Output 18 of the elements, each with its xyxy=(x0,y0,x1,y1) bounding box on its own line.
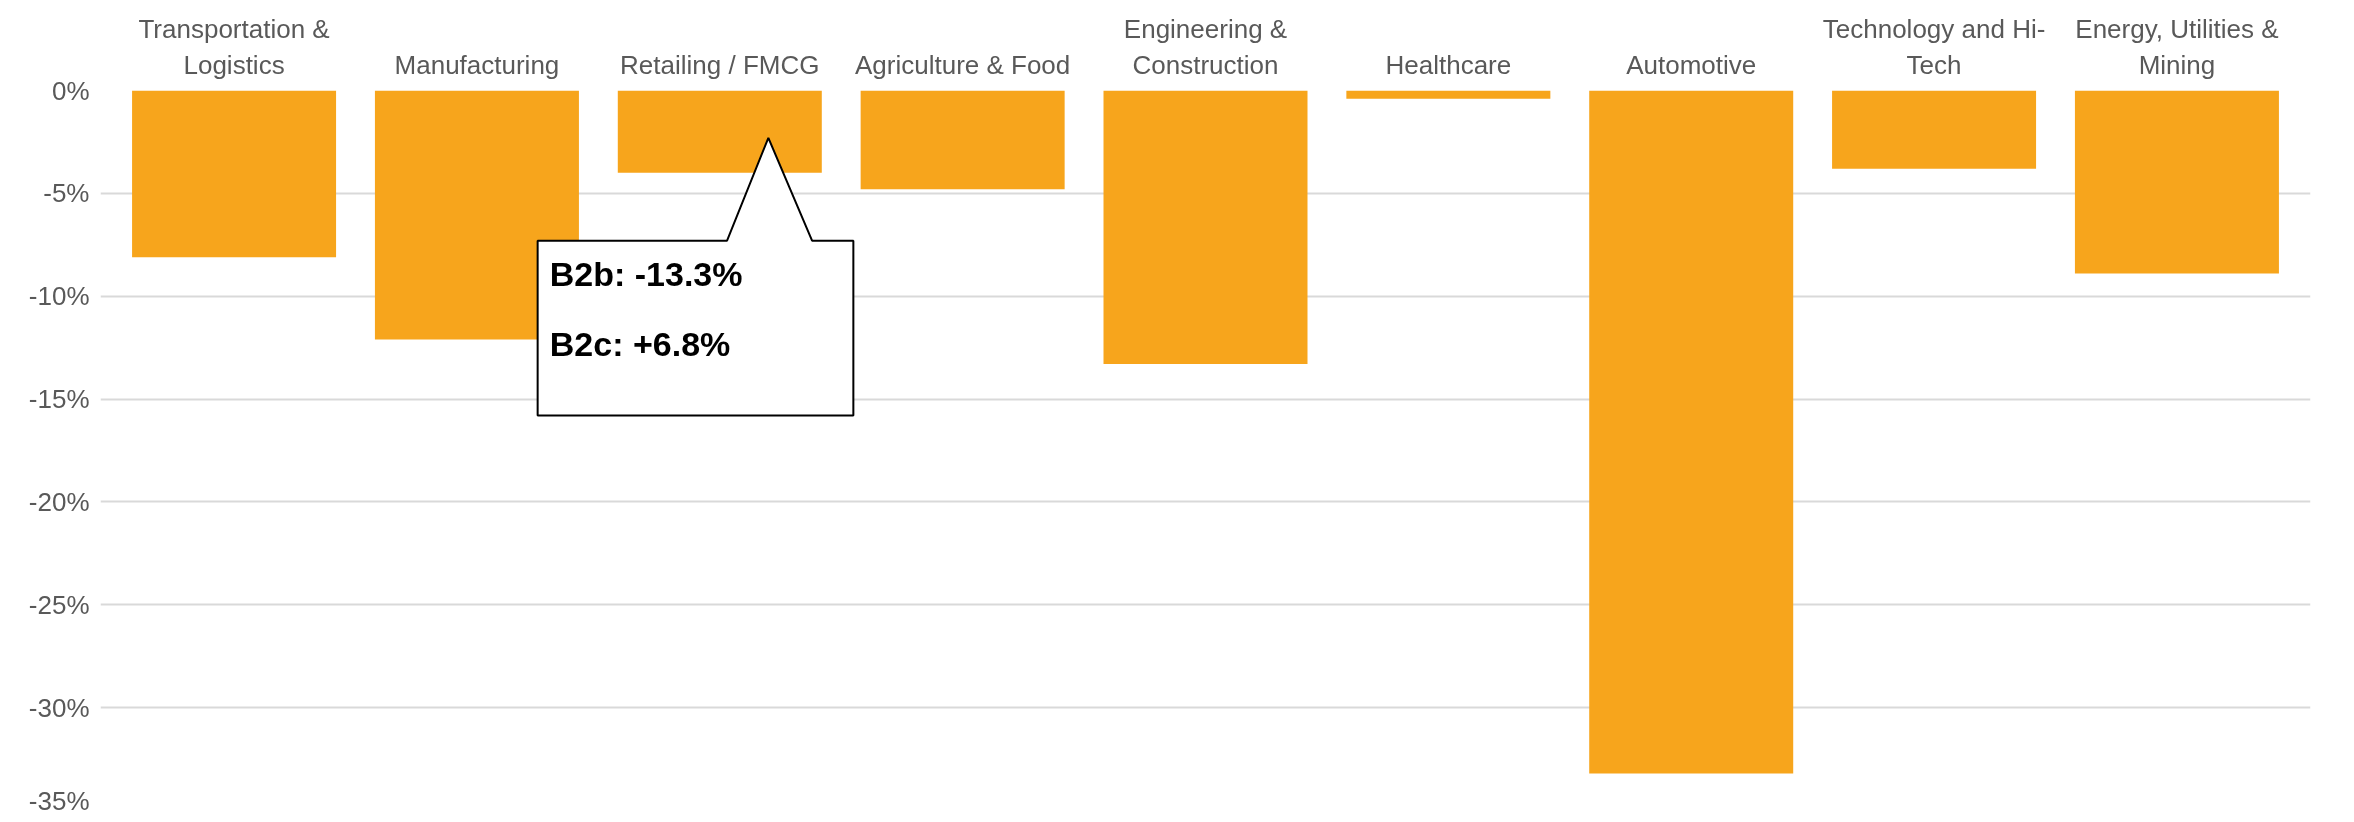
y-tick-label: -25% xyxy=(28,589,90,620)
x-tick-label: Engineering & Construction xyxy=(1123,13,1288,80)
y-tick-label: -5% xyxy=(43,178,90,209)
y-tick-label: -20% xyxy=(28,486,90,517)
x-tick-label: Retailing / FMCG xyxy=(620,49,820,80)
y-tick-label: -35% xyxy=(28,785,90,816)
y-tick-label: -30% xyxy=(28,692,90,723)
x-tick-label: Manufacturing xyxy=(394,49,560,80)
x-tick-label: Healthcare xyxy=(1385,49,1512,80)
x-tick-label: Agriculture & Food xyxy=(854,49,1071,80)
annotation: B2b: -13.3% B2c: +6.8% xyxy=(549,254,743,363)
y-tick-label: -15% xyxy=(28,384,90,415)
y-tick-label: 0% xyxy=(51,75,90,106)
x-tick-label: Energy, Utilities & Mining xyxy=(2075,13,2279,80)
x-tick-label: Transportation & Logistics xyxy=(138,13,330,80)
x-tick-label: Technology and Hi-Tech xyxy=(1822,13,2046,80)
x-tick-label: Automotive xyxy=(1626,49,1757,80)
y-tick-label: -10% xyxy=(28,281,90,312)
